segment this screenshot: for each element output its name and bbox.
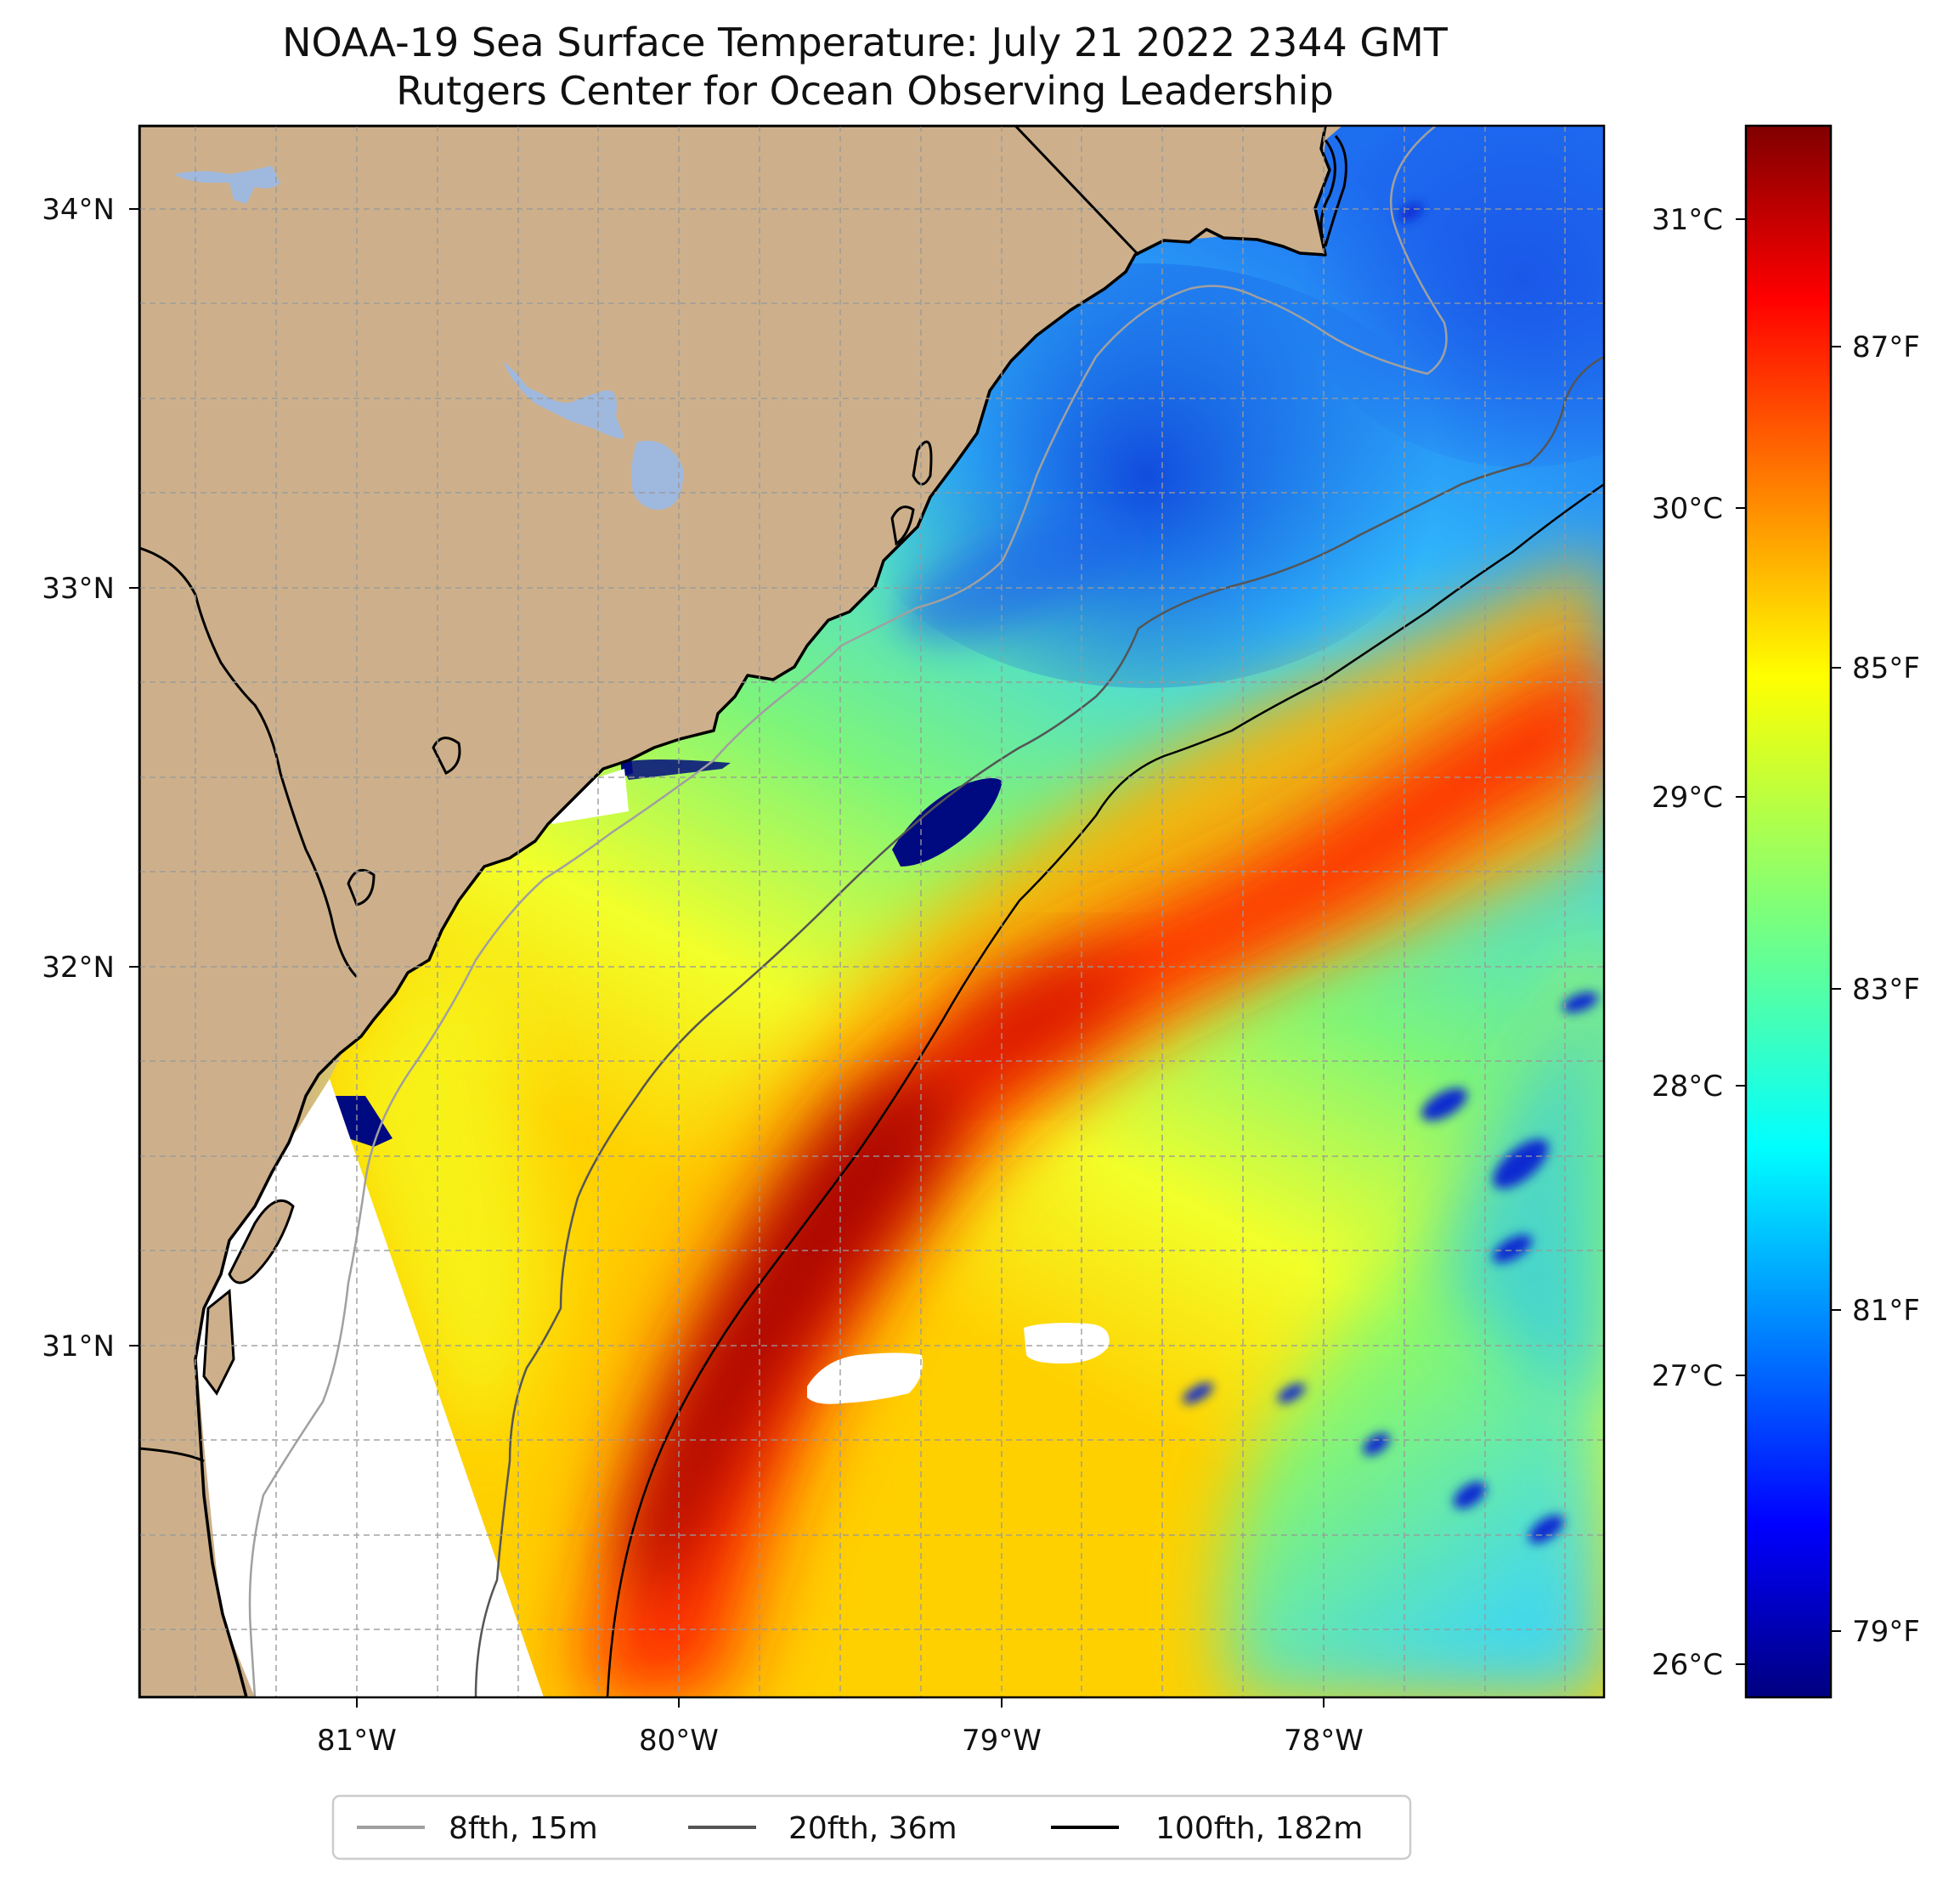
lat-label-33n: 33°N [42,572,115,606]
lake-marion [503,361,624,439]
colorbar-f-85: 85°F [1852,652,1920,686]
map-panel [139,126,1604,1697]
colorbar-f-83: 83°F [1852,973,1920,1007]
colorbar-c-27: 27°C [1652,1359,1723,1393]
contour-20fth [474,355,1604,1697]
cloud-mask-1 [807,1352,923,1404]
lake-north [174,166,280,204]
colorbar-f-81: 81°F [1852,1294,1920,1328]
lon-label-80w: 80°W [639,1724,719,1758]
contour-8fth [248,126,1448,1697]
lon-label-79w: 79°W [962,1724,1042,1758]
colorbar-c-28: 28°C [1652,1070,1723,1104]
colorbar-c-31: 31°C [1652,203,1723,237]
legend-label-100fth: 100fth, 182m [1155,1811,1363,1846]
lat-label-34n: 34°N [42,193,115,227]
contour-100fth [606,483,1604,1697]
cloud-mask-3 [544,769,629,824]
legend-box [331,1794,1412,1860]
colorbar-f-79: 79°F [1852,1615,1920,1649]
lat-label-31n: 31°N [42,1330,115,1363]
cloud-mask-2 [1024,1323,1110,1363]
colorbar-celsius-ticks [1736,218,1746,1665]
colorbar-c-30: 30°C [1652,492,1723,526]
lat-label-32n: 32°N [42,951,115,985]
legend: 8fth, 15m 20fth, 36m 100fth, 182m [331,1794,1412,1860]
colorbar [1744,124,1833,1699]
map-frame [138,124,1606,1699]
cold-patch-offshore [892,778,1003,867]
axis-ticks [129,208,1325,1708]
lon-label-81w: 81°W [317,1724,397,1758]
colorbar-c-26: 26°C [1652,1648,1723,1682]
map-title-line1: NOAA-19 Sea Surface Temperature: July 21… [282,20,1449,65]
colorbar-fahrenheit-ticks [1831,346,1841,1632]
lon-label-78w: 78°W [1284,1724,1364,1758]
legend-label-8fth: 8fth, 15m [449,1811,598,1846]
colorbar-c-29: 29°C [1652,781,1723,815]
legend-label-20fth: 20fth, 36m [788,1811,957,1846]
map-title-line2: Rutgers Center for Ocean Observing Leade… [396,68,1334,114]
graticule [139,126,1604,1697]
colorbar-f-87: 87°F [1852,330,1920,364]
